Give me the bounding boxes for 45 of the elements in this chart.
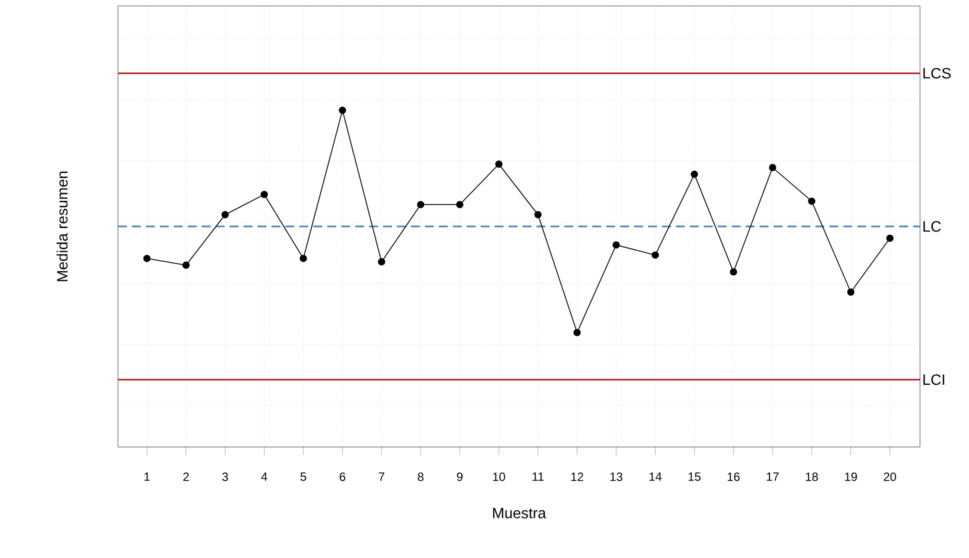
- point: [534, 211, 542, 218]
- ref-line-label: LC: [923, 221, 941, 232]
- point: [886, 234, 894, 242]
- point: [768, 164, 776, 172]
- x-tick-label: 12: [571, 472, 584, 481]
- x-tick-label: 4: [261, 472, 268, 481]
- x-tick-label: 13: [610, 472, 622, 482]
- x-tick-label: 16: [728, 472, 740, 482]
- x-tick-label: 6: [340, 472, 346, 482]
- point: [338, 106, 346, 114]
- point: [730, 268, 738, 276]
- point: [182, 262, 190, 269]
- x-tick-label: 9: [456, 472, 463, 482]
- point: [847, 288, 854, 296]
- x-tick-label: 15: [688, 472, 701, 481]
- point: [300, 254, 307, 262]
- ref-line-label: LCS: [923, 68, 951, 79]
- ref-line-label: LCI: [923, 374, 944, 385]
- x-tick-label: 14: [650, 472, 662, 481]
- x-axis-title: Muestra: [493, 508, 546, 518]
- x-tick-label: 20: [884, 472, 896, 482]
- point: [808, 198, 816, 205]
- x-tick-label: 5: [300, 472, 306, 481]
- point: [143, 254, 151, 262]
- x-tick-label: 11: [532, 472, 544, 481]
- point: [378, 258, 386, 266]
- x-tick-label: 10: [493, 472, 506, 482]
- x-tick-label: 17: [766, 472, 779, 481]
- x-tick-label: 7: [378, 472, 384, 481]
- point: [690, 170, 698, 178]
- y-axis-title: Medida resumen: [56, 172, 68, 282]
- point: [222, 211, 229, 218]
- x-tick-label: 8: [418, 472, 424, 482]
- point: [456, 200, 464, 208]
- point: [652, 251, 659, 259]
- point: [260, 190, 268, 198]
- point: [495, 160, 503, 168]
- point: [612, 241, 620, 249]
- x-tick-label: 3: [222, 472, 228, 482]
- point: [417, 200, 424, 208]
- x-tick-label: 1: [144, 472, 150, 481]
- x-tick-label: 18: [806, 472, 818, 482]
- point: [573, 328, 581, 336]
- x-tick-label: 19: [845, 472, 857, 482]
- x-tick-label: 2: [183, 472, 189, 481]
